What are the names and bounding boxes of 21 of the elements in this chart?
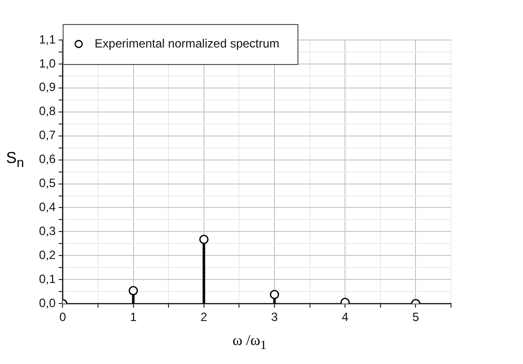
y-tick-label: 0,4 bbox=[38, 200, 56, 214]
y-tick-label: 0,2 bbox=[38, 248, 56, 262]
y-tick-label: 0,9 bbox=[38, 80, 56, 94]
x-tick-label: 5 bbox=[412, 310, 420, 324]
legend-label: Experimental normalized spectrum bbox=[94, 36, 280, 50]
y-tick-label: 0,3 bbox=[38, 224, 56, 238]
y-tick-label: 0,6 bbox=[38, 152, 56, 166]
y-tick-label: 0,8 bbox=[38, 104, 56, 118]
y-tick-label: 0,0 bbox=[38, 296, 56, 310]
y-tick-label: 0,1 bbox=[38, 272, 56, 286]
x-tick-label: 2 bbox=[200, 310, 208, 324]
x-tick-label: 0 bbox=[59, 310, 66, 324]
x-tick-label: 4 bbox=[342, 310, 349, 324]
y-tick-label: 0,5 bbox=[38, 176, 56, 190]
x-tick-label: 1 bbox=[130, 310, 137, 324]
x-tick-label: 3 bbox=[271, 310, 278, 324]
y-tick-label: 1,0 bbox=[38, 56, 56, 70]
y-tick-label: 0,7 bbox=[38, 128, 56, 142]
y-tick-label: 1,1 bbox=[38, 32, 56, 46]
x-axis-title: ω /ω$_{1}$ bbox=[232, 333, 266, 352]
y-axis-title: S$_{n}$ bbox=[6, 150, 24, 170]
